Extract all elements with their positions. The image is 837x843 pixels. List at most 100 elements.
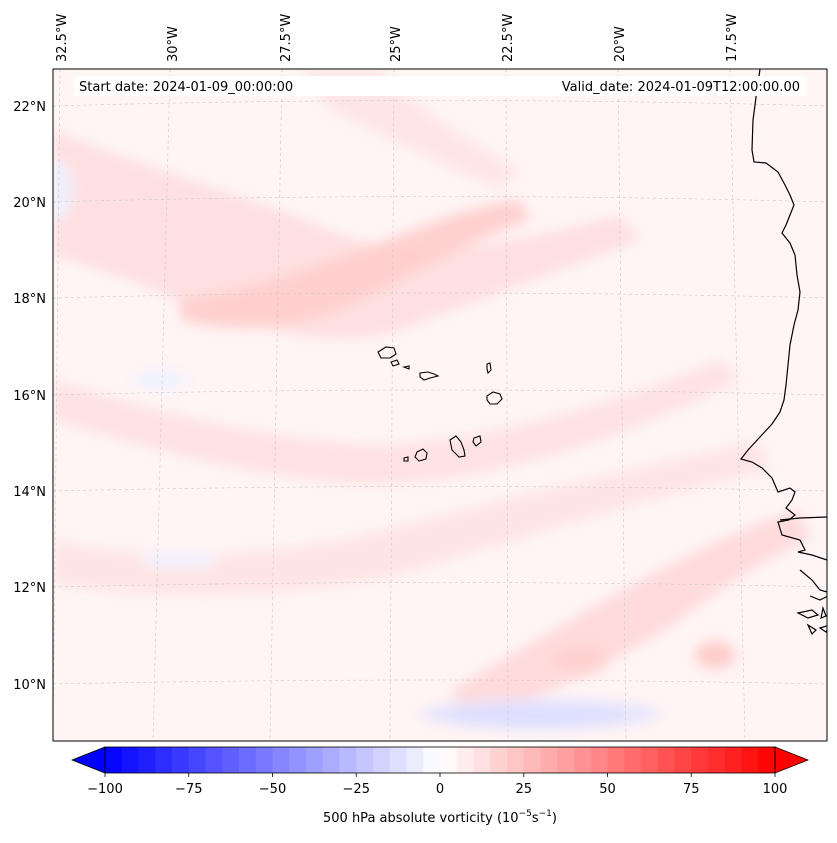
lat-label-22n: 22°N: [13, 100, 46, 115]
colorbar-segment: [356, 747, 374, 773]
colorbar-label-exp1: −5: [519, 809, 532, 819]
meridian-20w: [617, 69, 627, 741]
island-santo-antao: [377, 346, 397, 359]
lat-label-14n: 14°N: [13, 485, 46, 500]
island-sal: [486, 362, 492, 375]
colorbar-segment: [456, 747, 474, 773]
vorticity-band-mid: [53, 360, 740, 485]
island-santiago: [449, 435, 466, 458]
header-background: [74, 76, 807, 96]
colorbar-segment: [507, 747, 525, 773]
parallel-14n: [53, 486, 827, 492]
meridian-32-5w: [53, 69, 61, 741]
vorticity-spot-s: [552, 644, 608, 676]
colorbar-tick-label: 25: [515, 782, 532, 797]
colorbar-segment: [105, 747, 123, 773]
colorbar-segment: [155, 747, 173, 773]
colorbar-segment: [406, 747, 424, 773]
island-sao-vicente: [390, 359, 400, 367]
colorbar-segment: [607, 747, 625, 773]
lat-label-20n: 20°N: [13, 196, 46, 211]
coastline-guinea-bissau: [799, 569, 827, 593]
lon-label-25w: 25°W: [389, 26, 404, 62]
colorbar: −100 −75 −50 −25 0 25 50 75 100 500 hPa absolute…: [70, 746, 810, 826]
colorbar-segment: [255, 747, 273, 773]
colorbar-tick-label: 100: [763, 782, 788, 797]
colorbar-segment: [423, 747, 441, 773]
colorbar-segments: [105, 747, 776, 773]
colorbar-tick-label: 50: [599, 782, 616, 797]
graticule: [53, 69, 827, 741]
lat-label-18n: 18°N: [13, 292, 46, 307]
colorbar-segment: [624, 747, 642, 773]
colorbar-segment: [306, 747, 324, 773]
lat-label-12n: 12°N: [13, 581, 46, 596]
colorbar-segment: [389, 747, 407, 773]
lat-label-10n: 10°N: [13, 678, 46, 693]
colorbar-segment: [289, 747, 307, 773]
vorticity-band-upper: [300, 70, 520, 190]
vorticity-band-north: [53, 130, 640, 339]
meridian-27-5w: [269, 69, 283, 741]
parallel-12n: [53, 582, 827, 588]
map-background: [53, 69, 827, 741]
colorbar-segment: [691, 747, 709, 773]
colorbar-segment: [490, 747, 508, 773]
vorticity-band-south: [53, 440, 770, 596]
lat-label-16n: 16°N: [13, 389, 46, 404]
colorbar-segment: [239, 747, 257, 773]
colorbar-segment: [339, 747, 357, 773]
coastline-senegal-gambia: [779, 516, 827, 521]
colorbar-segment: [205, 747, 223, 773]
colorbar-segment: [138, 747, 156, 773]
island-fogo: [414, 448, 428, 462]
colorbar-label: 500 hPa absolute vorticity (10−5s−1): [323, 809, 557, 826]
colorbar-segment: [724, 747, 742, 773]
lon-label-27-5w: 27.5°W: [279, 14, 294, 62]
meridian-30w: [152, 69, 171, 741]
vorticity-field: [53, 69, 827, 741]
vorticity-shading: [53, 70, 810, 730]
colorbar-tick-label: −75: [175, 782, 202, 797]
island-sao-nicolau: [419, 371, 440, 381]
colorbar-segment: [574, 747, 592, 773]
coastline-bissagos: [796, 605, 827, 636]
cape-verde-islands: [377, 346, 503, 462]
negative-vorticity-west: [53, 160, 74, 220]
colorbar-tick-label: 0: [436, 782, 444, 797]
colorbar-segment: [641, 747, 659, 773]
longitude-labels: 32.5°W 30°W 27.5°W 25°W 22.5°W 20°W 17.5…: [55, 14, 740, 62]
colorbar-segment: [657, 747, 675, 773]
meridian-17-5w: [729, 69, 746, 741]
colorbar-segment: [473, 747, 491, 773]
start-date-label: Start date: 2024-01-09_00:00:00: [79, 80, 293, 95]
colorbar-segment: [188, 747, 206, 773]
colorbar-segment: [590, 747, 608, 773]
colorbar-segment: [373, 747, 391, 773]
vorticity-band-core: [180, 200, 530, 329]
vorticity-band-southeast: [450, 510, 810, 720]
parallel-22n: [53, 100, 827, 107]
meridian-22-5w: [505, 69, 509, 741]
colorbar-segment: [172, 747, 190, 773]
colorbar-extend-min: [70, 746, 106, 774]
lon-label-17-5w: 17.5°W: [725, 14, 740, 62]
negative-vorticity-halo: [420, 698, 660, 730]
parallel-10n: [53, 679, 827, 685]
island-boa-vista: [486, 391, 503, 405]
lon-label-20w: 20°W: [613, 26, 628, 62]
lon-label-32-5w: 32.5°W: [55, 14, 70, 62]
valid-date-label: Valid_date: 2024-01-09T12:00:00.00: [562, 80, 800, 95]
parallel-18n: [53, 292, 827, 299]
colorbar-segment: [222, 747, 240, 773]
colorbar-label-text: 500 hPa absolute vorticity (10: [323, 811, 519, 826]
colorbar-tick-label: −25: [343, 782, 370, 797]
latitude-labels: 22°N 20°N 18°N 16°N 14°N 12°N 10°N: [13, 100, 46, 693]
colorbar-segment: [674, 747, 692, 773]
lon-label-22-5w: 22.5°W: [501, 14, 516, 62]
island-maio: [472, 435, 482, 447]
lon-label-30w: 30°W: [166, 26, 181, 62]
colorbar-segment: [708, 747, 726, 773]
